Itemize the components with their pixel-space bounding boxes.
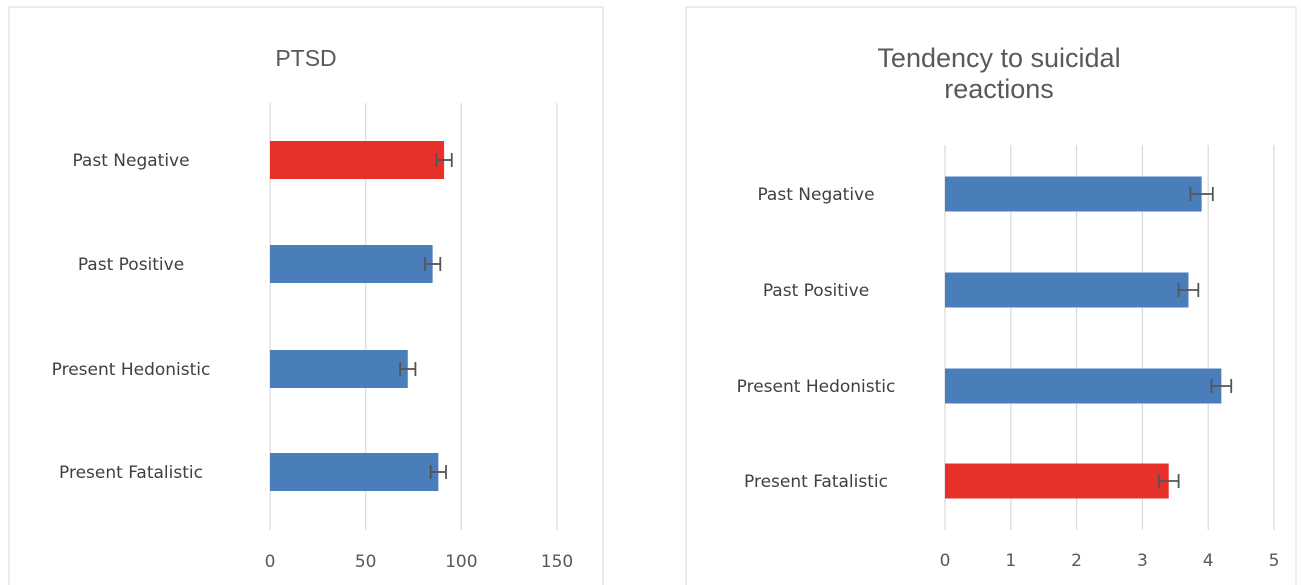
chart-ptsd-bars bbox=[270, 141, 445, 491]
chart-suicidal-title-line-1: Tendency to suicidal bbox=[877, 43, 1120, 73]
chart-suicidal-error-bar bbox=[1210, 379, 1233, 393]
chart-suicidal-bars bbox=[945, 176, 1222, 499]
chart-ptsd-category-labels: Past Negative Past Positive Present Hedoni… bbox=[52, 151, 211, 483]
chart-suicidal-tick-labels: 0 1 2 3 4 5 bbox=[940, 551, 1280, 571]
chart-ptsd-title: PTSD bbox=[275, 45, 336, 71]
chart-ptsd-bar bbox=[270, 350, 408, 388]
chart-suicidal-category-label: Past Positive bbox=[763, 281, 869, 301]
chart-suicidal-error-bar bbox=[1177, 283, 1200, 297]
chart-ptsd-bar bbox=[270, 141, 445, 179]
chart-suicidal-bar bbox=[945, 176, 1202, 212]
chart-suicidal-title-line-2: reactions bbox=[944, 74, 1054, 104]
chart-suicidal-bar bbox=[945, 272, 1189, 308]
chart-ptsd-error-bars bbox=[399, 153, 453, 479]
chart-ptsd-tick-label: 100 bbox=[445, 552, 477, 572]
chart-ptsd-frame bbox=[8, 6, 604, 585]
chart-ptsd-tick-label: 150 bbox=[541, 552, 573, 572]
chart-suicidal-bar bbox=[945, 368, 1222, 404]
chart-ptsd-tick-label: 50 bbox=[355, 552, 377, 572]
chart-suicidal-error-bars bbox=[1157, 187, 1233, 488]
chart-ptsd-error-bar bbox=[399, 362, 417, 376]
chart-suicidal-tick-label: 5 bbox=[1269, 551, 1280, 571]
chart-suicidal-tick-label: 0 bbox=[940, 551, 951, 571]
chart-ptsd-category-label: Past Negative bbox=[72, 151, 189, 171]
chart-suicidal-error-bar bbox=[1189, 187, 1214, 201]
chart-suicidal-bar bbox=[945, 463, 1169, 499]
chart-suicidal-error-bar bbox=[1157, 474, 1180, 488]
chart-ptsd-category-label: Present Hedonistic bbox=[52, 360, 211, 380]
chart-ptsd-tick-label: 0 bbox=[265, 552, 276, 572]
chart-suicidal-category-labels: Past Negative Past Positive Present Hedoni… bbox=[737, 185, 896, 492]
chart-ptsd-bar bbox=[270, 453, 439, 491]
chart-ptsd-bar bbox=[270, 245, 433, 283]
chart-ptsd-category-label: Past Positive bbox=[78, 255, 184, 275]
chart-suicidal-category-label: Present Fatalistic bbox=[744, 472, 888, 492]
chart-suicidal-tick-label: 1 bbox=[1005, 551, 1016, 571]
chart-ptsd: PTSD Past Negative Past Positive Present H… bbox=[52, 45, 574, 572]
chart-suicidal-category-label: Past Negative bbox=[757, 185, 874, 205]
chart-ptsd-tick-labels: 0 50 100 150 bbox=[265, 552, 574, 572]
chart-suicidal: Tendency to suicidal reactions Past Nega… bbox=[737, 43, 1280, 571]
chart-ptsd-error-bar bbox=[429, 465, 447, 479]
chart-ptsd-error-bar bbox=[435, 153, 453, 167]
chart-ptsd-category-label: Present Fatalistic bbox=[59, 463, 203, 483]
chart-suicidal-tick-label: 4 bbox=[1203, 551, 1214, 571]
chart-suicidal-tick-label: 3 bbox=[1137, 551, 1148, 571]
chart-suicidal-category-label: Present Hedonistic bbox=[737, 377, 896, 397]
chart-suicidal-tick-label: 2 bbox=[1071, 551, 1082, 571]
chart-ptsd-error-bar bbox=[424, 257, 442, 271]
